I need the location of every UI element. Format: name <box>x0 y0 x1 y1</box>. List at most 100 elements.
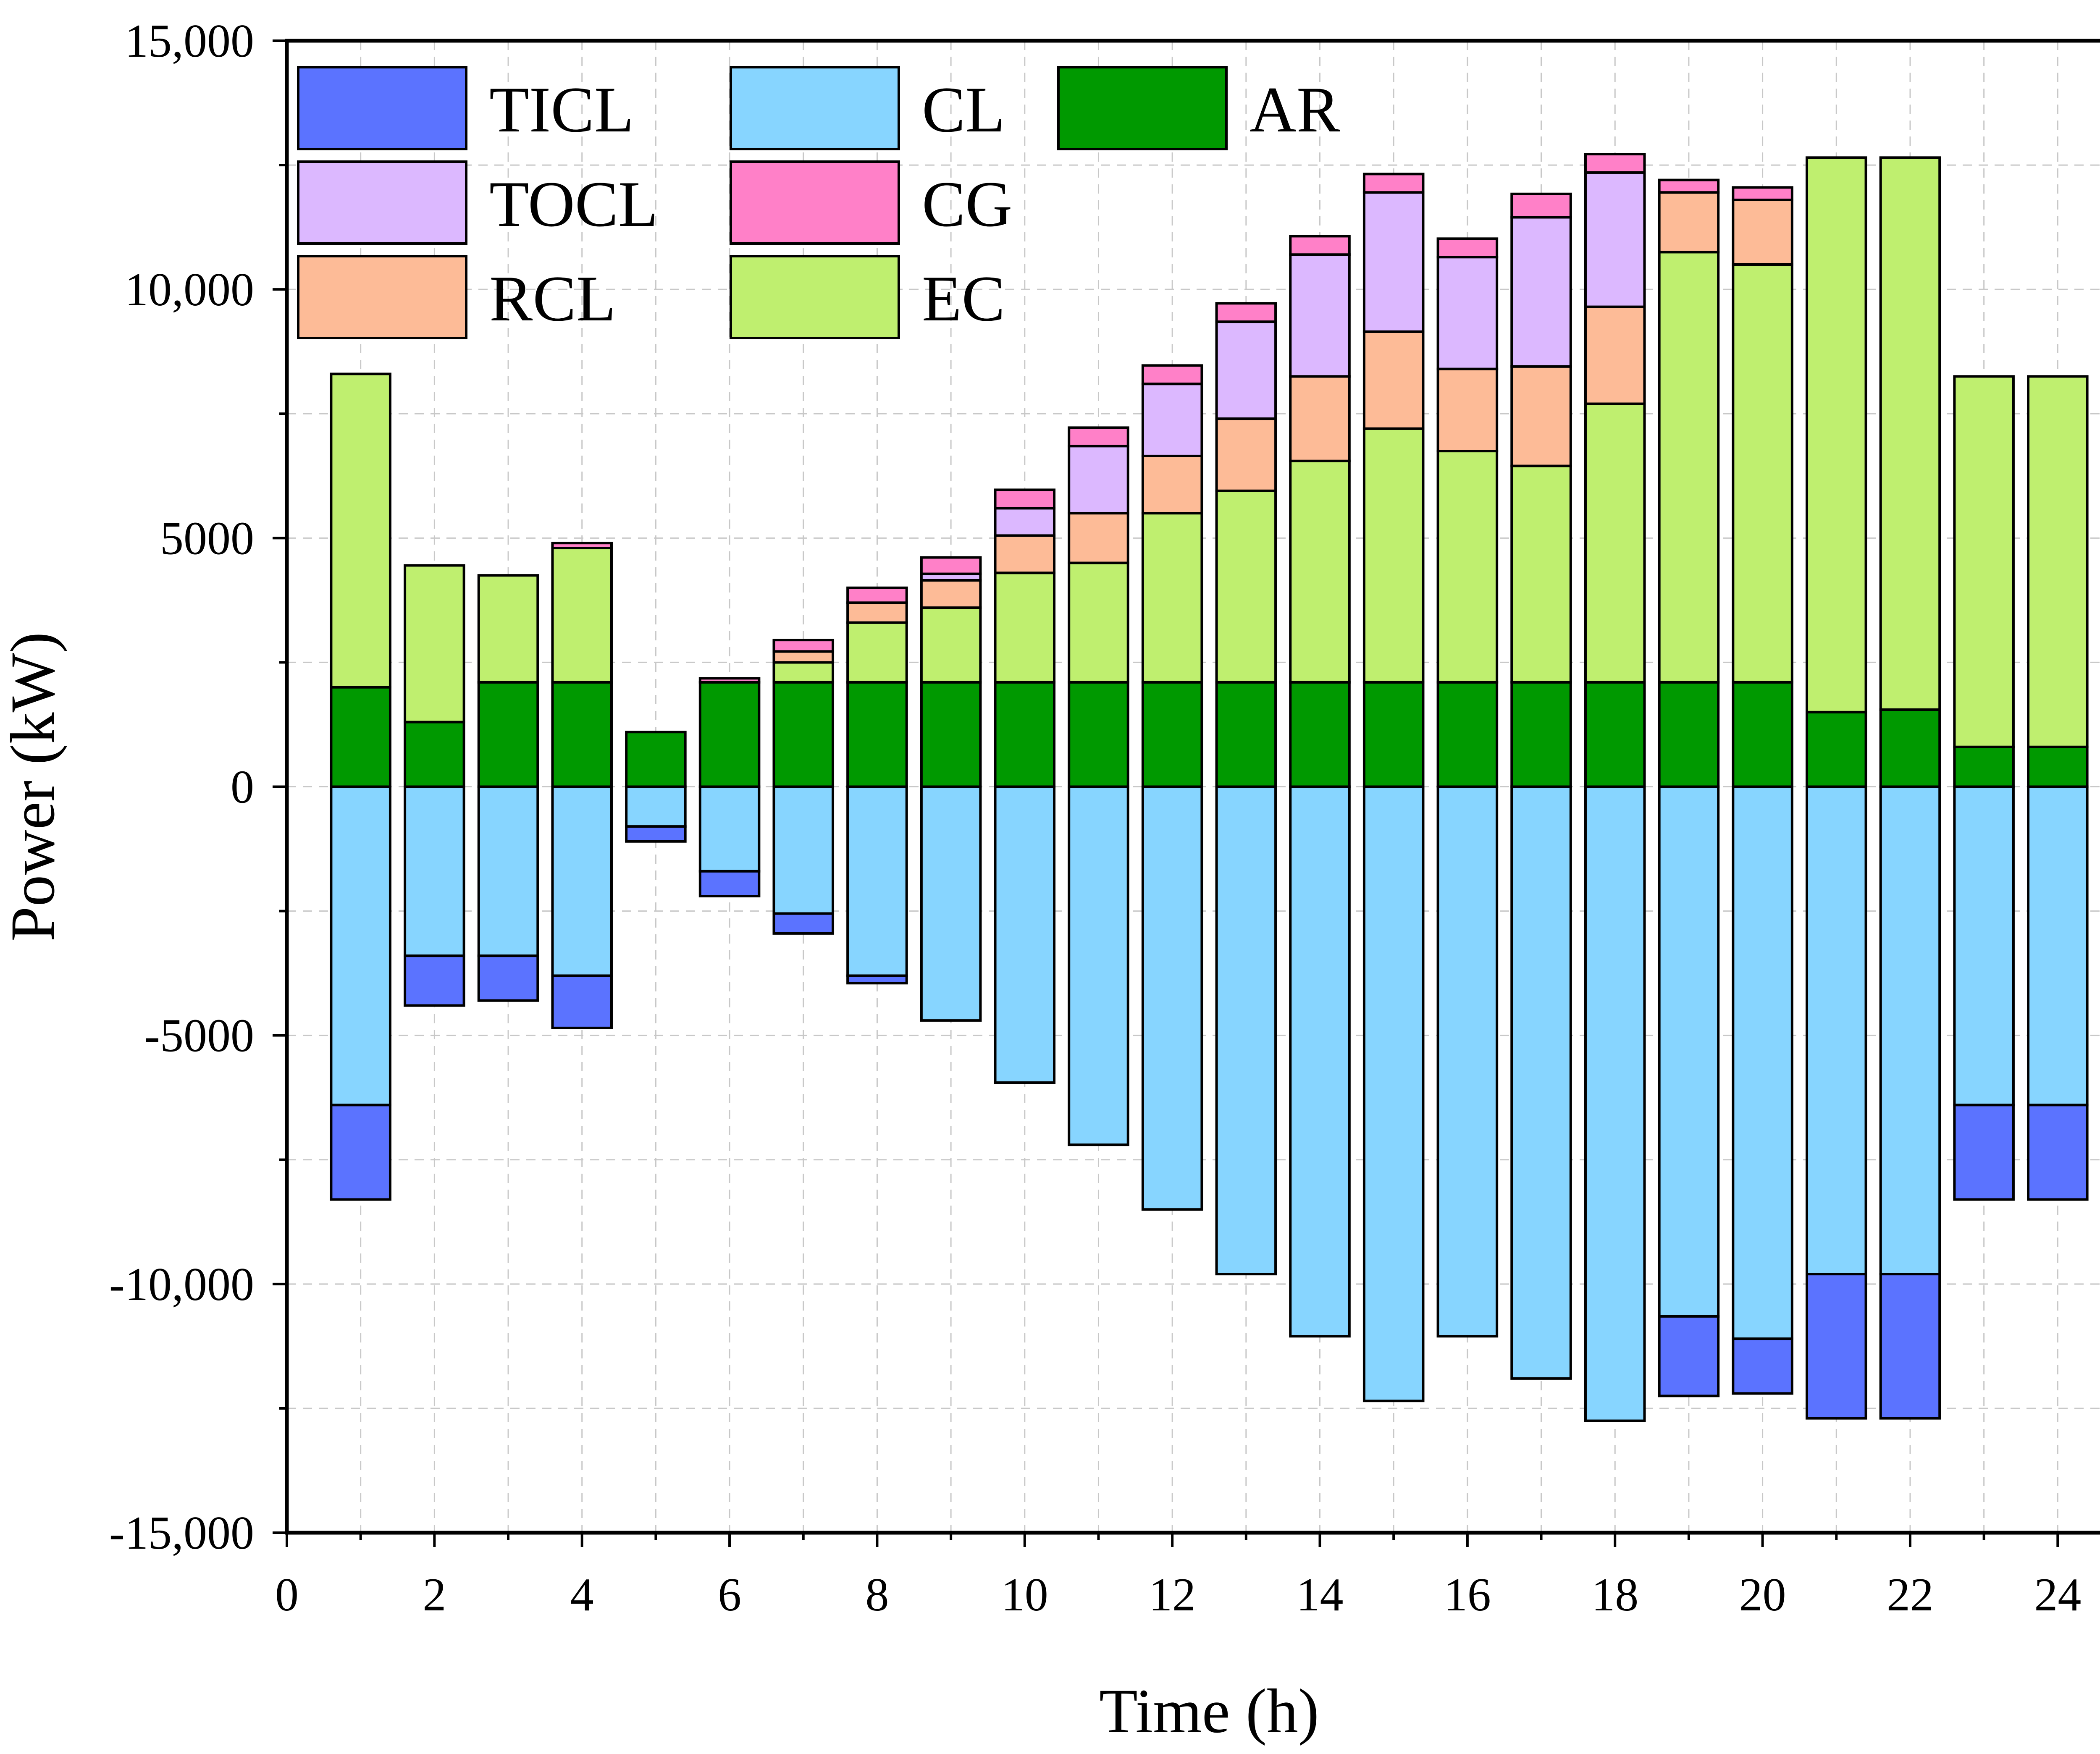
bar-cg-h7 <box>772 639 835 653</box>
bar-ticl-h20 <box>1732 1337 1793 1395</box>
y-tick-label: -10,000 <box>109 1258 254 1311</box>
bar-cl-h22 <box>1879 785 1941 1276</box>
bar-ar-h12 <box>1141 681 1203 788</box>
bar-cg-h18 <box>1584 153 1646 174</box>
bar-ar-h4 <box>551 681 613 788</box>
bar-ticl-h21 <box>1806 1273 1867 1420</box>
y-tick-label: -15,000 <box>109 1507 254 1559</box>
x-tick-label: 22 <box>1887 1569 1934 1621</box>
bar-cg-h14 <box>1289 235 1351 256</box>
bar-cg-h6 <box>698 677 761 684</box>
x-tick-label: 14 <box>1297 1569 1344 1621</box>
bar-cg-h13 <box>1215 302 1277 323</box>
bar-rcl-h10 <box>994 534 1056 574</box>
bar-cl-h21 <box>1806 785 1867 1276</box>
bar-cg-h4 <box>551 542 613 550</box>
y-tick-label: 10,000 <box>125 264 254 316</box>
bar-ar-h9 <box>920 681 982 788</box>
legend-label-ar: AR <box>1250 73 1340 146</box>
bar-ar-h22 <box>1879 708 1941 788</box>
bar-ar-h13 <box>1215 681 1277 788</box>
bar-ec-h23 <box>1953 375 2015 748</box>
bar-ec-h10 <box>994 572 1056 684</box>
x-tick-label: 0 <box>275 1569 299 1621</box>
bar-ar-h6 <box>698 681 761 788</box>
bar-ar-h5 <box>625 731 687 788</box>
legend-label-cg: CG <box>922 168 1012 240</box>
bar-ar-h14 <box>1289 681 1351 788</box>
bar-cg-h19 <box>1658 178 1720 194</box>
bar-cl-h3 <box>477 785 539 957</box>
bar-cg-h15 <box>1362 173 1425 194</box>
bar-cl-h6 <box>698 785 761 873</box>
bar-rcl-h8 <box>846 601 908 624</box>
bar-ar-h11 <box>1068 681 1129 788</box>
bar-rcl-h19 <box>1658 191 1720 254</box>
bar-cl-h19 <box>1658 785 1720 1318</box>
bar-tocl-h18 <box>1584 171 1646 308</box>
bar-rcl-h7 <box>772 650 835 664</box>
bar-ec-h1 <box>330 372 391 689</box>
bar-tocl-h11 <box>1068 445 1129 515</box>
legend-label-cl: CL <box>922 73 1005 146</box>
bar-tocl-h10 <box>994 507 1056 537</box>
bar-ticl-h23 <box>1953 1104 2015 1201</box>
legend-swatch-cg <box>730 160 900 245</box>
bar-cl-h2 <box>404 785 465 957</box>
bar-cg-h9 <box>920 556 982 575</box>
bar-ar-h1 <box>330 686 391 788</box>
x-tick-label: 2 <box>423 1569 446 1621</box>
legend-swatch-rcl <box>297 255 467 339</box>
bar-rcl-h13 <box>1215 417 1277 492</box>
legend-swatch-ar <box>1057 66 1228 150</box>
bar-rcl-h15 <box>1362 330 1425 430</box>
bar-ticl-h24 <box>2027 1104 2089 1201</box>
bar-ar-h2 <box>404 721 465 788</box>
bar-ec-h21 <box>1806 156 1867 713</box>
bar-ar-h7 <box>772 681 835 788</box>
bar-ec-h11 <box>1068 561 1129 684</box>
bar-cl-h9 <box>920 785 982 1022</box>
legend-label-rcl: RCL <box>489 262 616 335</box>
bar-tocl-h14 <box>1289 253 1351 378</box>
bar-rcl-h11 <box>1068 512 1129 564</box>
bar-ticl-h2 <box>404 954 465 1007</box>
bar-cl-h16 <box>1436 785 1499 1338</box>
bar-ec-h15 <box>1362 427 1425 684</box>
axis-ticks <box>273 39 2059 1547</box>
bar-rcl-h12 <box>1141 454 1203 515</box>
bar-cl-h7 <box>772 785 835 915</box>
bar-cl-h12 <box>1141 785 1203 1211</box>
bar-ec-h24 <box>2027 375 2089 748</box>
legend-label-tocl: TOCL <box>489 168 658 240</box>
bar-ec-h13 <box>1215 489 1277 684</box>
x-tick-label: 18 <box>1591 1569 1638 1621</box>
bar-ticl-h8 <box>846 974 908 985</box>
x-tick-label: 6 <box>718 1569 741 1621</box>
bar-ticl-h1 <box>330 1104 391 1201</box>
bar-ec-h4 <box>551 547 613 684</box>
bar-rcl-h18 <box>1584 305 1646 405</box>
x-tick-label: 16 <box>1444 1569 1491 1621</box>
bar-cl-h17 <box>1510 785 1572 1380</box>
legend-swatch-ticl <box>297 66 467 150</box>
bar-cl-h23 <box>1953 785 2015 1106</box>
bar-cg-h12 <box>1141 364 1203 385</box>
bar-cg-h10 <box>994 488 1056 510</box>
bar-tocl-h15 <box>1362 191 1425 333</box>
bar-ec-h18 <box>1584 402 1646 684</box>
bar-ec-h16 <box>1436 450 1499 684</box>
bar-ticl-h7 <box>772 912 835 935</box>
legend-label-ticl: TICL <box>489 73 634 146</box>
y-tick-label: -5000 <box>144 1010 254 1062</box>
x-tick-label: 4 <box>570 1569 594 1621</box>
bar-tocl-h12 <box>1141 383 1203 457</box>
bar-cl-h24 <box>2027 785 2089 1106</box>
bar-cg-h16 <box>1436 237 1499 259</box>
y-axis-title: Power (kW) <box>0 632 68 941</box>
bar-cl-h10 <box>994 785 1056 1084</box>
x-tick-label: 10 <box>1001 1569 1048 1621</box>
bar-cl-h8 <box>846 785 908 977</box>
bar-tocl-h17 <box>1510 216 1572 368</box>
